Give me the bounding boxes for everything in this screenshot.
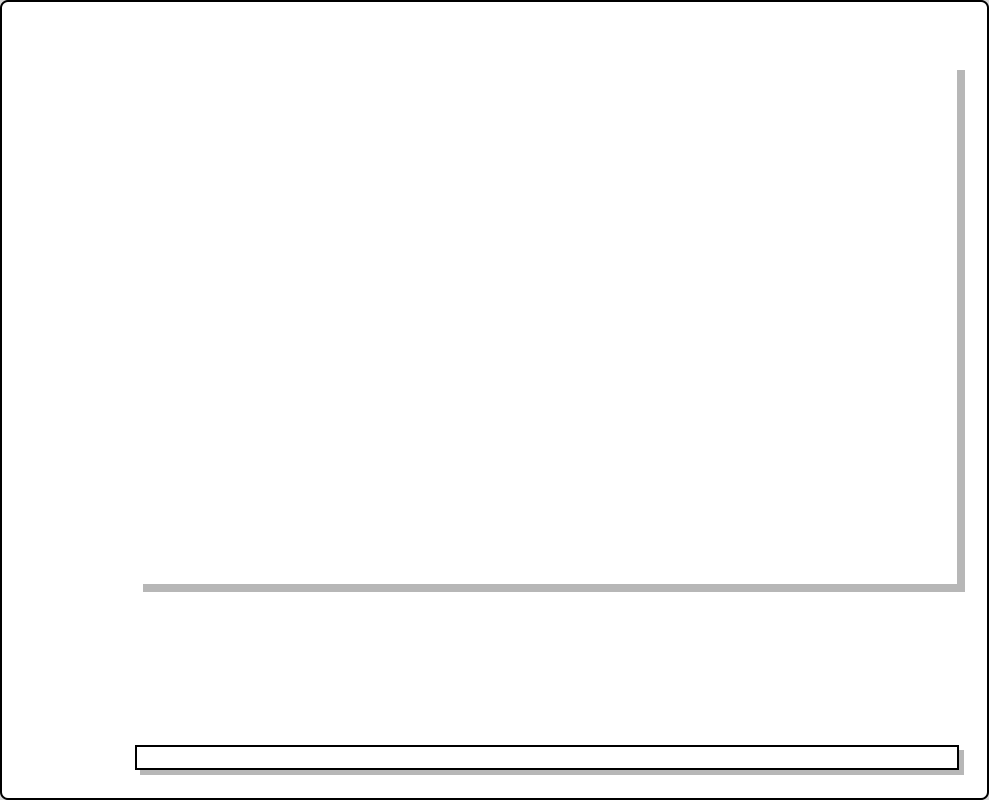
- y-axis-title: [29, 222, 55, 422]
- subset-values-box: [135, 745, 959, 770]
- plot-area: [135, 62, 957, 584]
- plot-grid-and-series-svg: [135, 62, 957, 584]
